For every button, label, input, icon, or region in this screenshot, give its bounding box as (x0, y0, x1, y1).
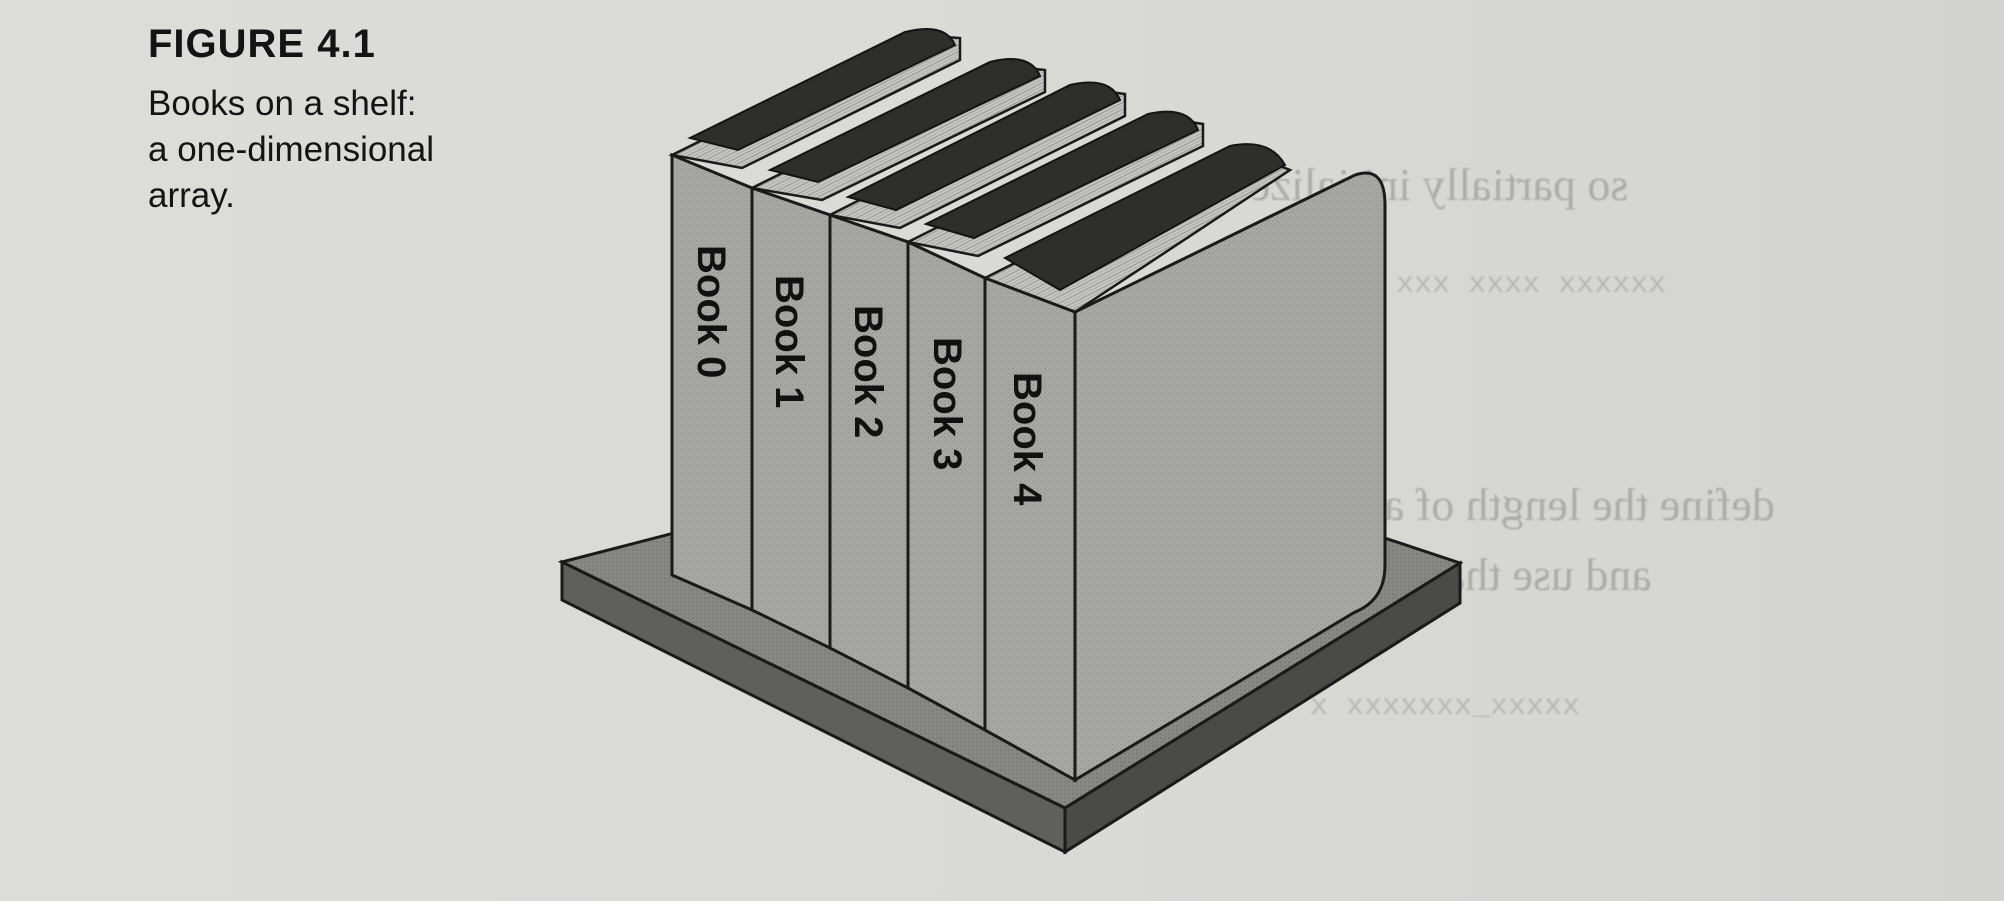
spine-label-book-3: Book 3 (925, 337, 969, 470)
figure-caption: FIGURE 4.1 Books on a shelf: a one-dimen… (148, 22, 508, 219)
spine-labels: Book 0 Book 1 Book 2 Book 3 Book 4 (689, 245, 1049, 506)
book-top-4 (981, 143, 1293, 314)
book-top-0 (668, 28, 962, 170)
shelf-right-side (1063, 560, 1462, 855)
caption-line-1: Books on a shelf: (148, 84, 417, 123)
book-top-1 (748, 58, 1047, 202)
spine-label-book-1: Book 1 (767, 275, 811, 408)
spine-label-book-0: Book 0 (689, 245, 733, 378)
book-spine-1 (750, 185, 832, 651)
book-spine-4 (983, 275, 1077, 783)
spine-label-book-2: Book 2 (846, 305, 890, 438)
book-tops (668, 28, 1293, 314)
caption-line-2: a one-dimensional (148, 130, 435, 169)
figure-number: FIGURE 4.1 (148, 22, 376, 66)
book-spines (670, 152, 1077, 783)
spine-label-book-4: Book 4 (1005, 372, 1049, 506)
book-spine-0 (670, 152, 754, 613)
book-top-3 (904, 110, 1205, 258)
bookend (1073, 171, 1387, 783)
caption-line-3: array. (148, 176, 235, 215)
book-spine-3 (906, 239, 987, 733)
book-top-2 (826, 81, 1127, 230)
book-spine-2 (828, 212, 910, 691)
